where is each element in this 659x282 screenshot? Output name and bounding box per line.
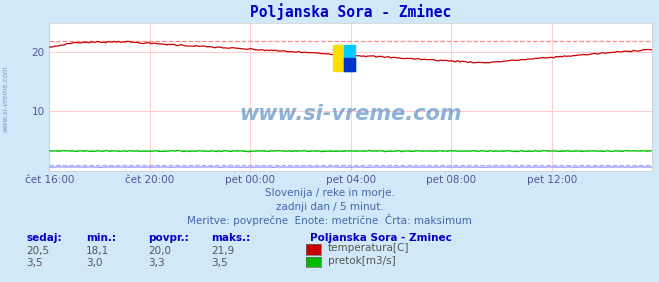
Bar — [333, 45, 344, 71]
Text: maks.:: maks.: — [211, 233, 250, 243]
Text: pretok[m3/s]: pretok[m3/s] — [328, 256, 396, 266]
Bar — [344, 45, 355, 71]
Bar — [344, 58, 355, 71]
Text: sedaj:: sedaj: — [26, 233, 62, 243]
Text: Slovenija / reke in morje.: Slovenija / reke in morje. — [264, 188, 395, 198]
Text: min.:: min.: — [86, 233, 116, 243]
Text: temperatura[C]: temperatura[C] — [328, 243, 410, 253]
Text: 3,0: 3,0 — [86, 259, 102, 268]
Text: povpr.:: povpr.: — [148, 233, 189, 243]
Text: Meritve: povprečne  Enote: metrične  Črta: maksimum: Meritve: povprečne Enote: metrične Črta:… — [187, 214, 472, 226]
Text: 20,5: 20,5 — [26, 246, 49, 256]
Text: 3,3: 3,3 — [148, 259, 165, 268]
Text: Poljanska Sora - Zminec: Poljanska Sora - Zminec — [310, 233, 451, 243]
Text: 3,5: 3,5 — [211, 259, 227, 268]
Text: 18,1: 18,1 — [86, 246, 109, 256]
Text: zadnji dan / 5 minut.: zadnji dan / 5 minut. — [275, 202, 384, 212]
Text: 3,5: 3,5 — [26, 259, 43, 268]
Title: Poljanska Sora - Zminec: Poljanska Sora - Zminec — [250, 3, 451, 20]
Text: www.si-vreme.com: www.si-vreme.com — [2, 65, 9, 132]
Text: www.si-vreme.com: www.si-vreme.com — [240, 104, 462, 124]
Text: 21,9: 21,9 — [211, 246, 234, 256]
Text: 20,0: 20,0 — [148, 246, 171, 256]
